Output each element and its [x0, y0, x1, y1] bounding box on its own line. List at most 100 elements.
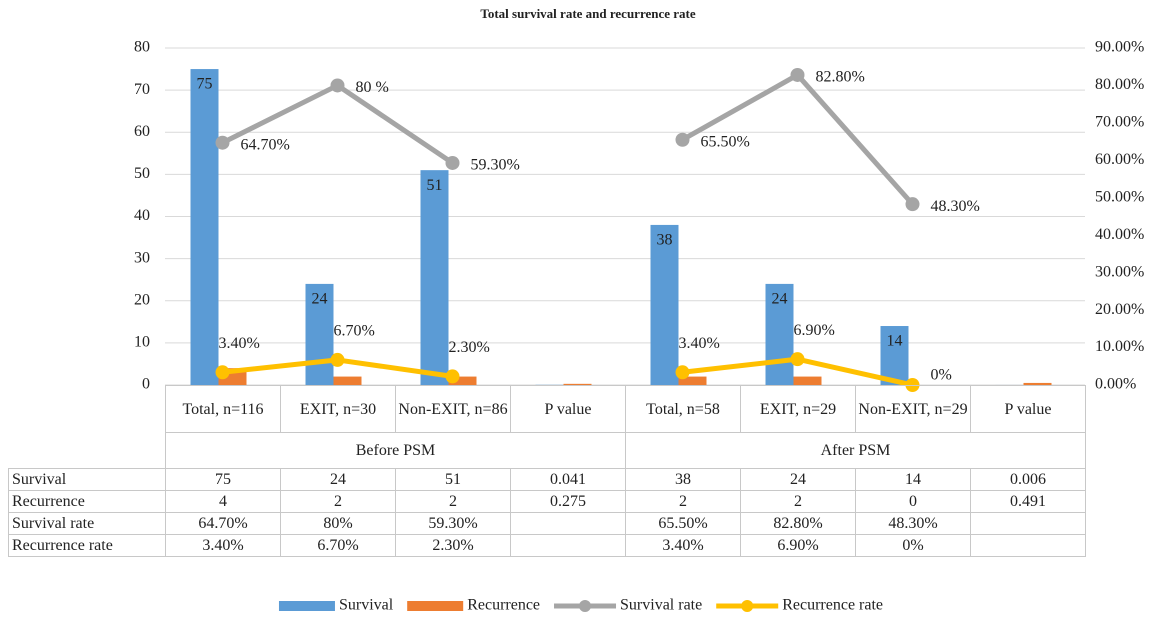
group-cell: After PSM [625, 432, 1086, 469]
point [215, 365, 230, 380]
y2-tick-label: 90.00% [1095, 39, 1144, 56]
y2-tick-label: 70.00% [1095, 114, 1144, 131]
category-cell: Non-EXIT, n=86 [395, 385, 511, 433]
bar [563, 383, 592, 385]
data-label: 80 % [356, 79, 389, 96]
point [215, 135, 230, 150]
data-label: 59.30% [471, 157, 520, 174]
category-cell: EXIT, n=30 [280, 385, 396, 433]
y2-tick-label: 60.00% [1095, 151, 1144, 168]
legend-label: Recurrence rate [782, 597, 883, 614]
header-row: Total, n=116 EXIT, n=30 Non-EXIT, n=86 P va… [9, 385, 1086, 433]
table-cell: 0% [855, 534, 971, 557]
y-tick-label: 10 [134, 334, 150, 351]
bar [448, 376, 477, 385]
table-cell: 2 [395, 490, 511, 513]
data-label: 65.50% [701, 133, 750, 150]
y-tick-label: 70 [134, 81, 150, 98]
point [445, 369, 460, 384]
point [330, 352, 345, 367]
bar [650, 224, 679, 385]
data-label: 82.80% [816, 69, 865, 86]
group-cell: Before PSM [165, 432, 626, 469]
table-row: Survival 75 24 51 0.041 38 24 14 0.006 [8, 468, 1086, 491]
line [221, 72, 915, 206]
y-tick-label: 60 [134, 123, 150, 140]
table-cell: 2 [740, 490, 856, 513]
y-tick-label: 0 [142, 376, 150, 393]
bar [333, 376, 362, 385]
category-cell: P value [510, 385, 626, 433]
bar [880, 326, 909, 385]
data-label: 6.90% [794, 322, 835, 339]
point [330, 78, 345, 93]
category-cell: Total, n=116 [165, 385, 281, 433]
point [445, 155, 460, 170]
table-cell: 6.70% [280, 534, 396, 557]
table-row: Recurrence rate 3.40% 6.70% 2.30% 3.40% 6.90%… [8, 534, 1086, 557]
data-label: 14 [887, 333, 903, 350]
table-cell: 2.30% [395, 534, 511, 557]
data-label: 24 [312, 291, 328, 308]
table-cell: 0.006 [970, 468, 1086, 491]
legend-label: Recurrence [467, 597, 540, 614]
data-label: 2.30% [449, 339, 490, 356]
data-label: 24 [772, 291, 788, 308]
bar [190, 69, 219, 385]
y2-tick-label: 50.00% [1095, 188, 1144, 205]
legend-swatch [579, 600, 592, 612]
table-cell [510, 534, 626, 557]
table-cell: 3.40% [625, 534, 741, 557]
table-cell: 2 [280, 490, 396, 513]
table-cell: 48.30% [855, 512, 971, 535]
bar [678, 376, 707, 385]
legend-swatch [741, 600, 754, 612]
point [790, 67, 805, 82]
point [675, 365, 690, 380]
table-cell: 14 [855, 468, 971, 491]
data-label: 64.70% [241, 136, 290, 153]
table-cell: 65.50% [625, 512, 741, 535]
table-cell: 3.40% [165, 534, 281, 557]
table-cell: 38 [625, 468, 741, 491]
table-cell: 24 [740, 468, 856, 491]
table-cell [970, 534, 1086, 557]
data-label: 3.40% [219, 335, 260, 352]
table-cell: 0 [855, 490, 971, 513]
point [905, 197, 920, 212]
legend-swatch [278, 601, 335, 611]
bar [765, 283, 794, 385]
category-cell: EXIT, n=29 [740, 385, 856, 433]
category-cell: Total, n=58 [625, 385, 741, 433]
y2-tick-label: 20.00% [1095, 301, 1144, 318]
legend-label: Survival [339, 597, 394, 614]
row-name: Recurrence rate [8, 534, 166, 557]
table-cell: 0.041 [510, 468, 626, 491]
category-cell: P value [970, 385, 1086, 433]
y2-tick-label: 40.00% [1095, 226, 1144, 243]
data-label: 51 [427, 177, 443, 194]
data-label: 38 [657, 232, 673, 249]
table-cell: 75 [165, 468, 281, 491]
y2-tick-label: 30.00% [1095, 263, 1144, 280]
table-cell: 4 [165, 490, 281, 513]
bar [1023, 382, 1052, 385]
blank [9, 433, 166, 469]
point [675, 132, 690, 147]
y2-tick-label: 0.00% [1095, 376, 1136, 393]
table-cell: 24 [280, 468, 396, 491]
data-label: 3.40% [679, 335, 720, 352]
table-cell: 82.80% [740, 512, 856, 535]
data-table: Total, n=116 EXIT, n=30 Non-EXIT, n=86 P va… [8, 385, 1086, 557]
y-tick-label: 20 [134, 291, 150, 308]
table-cell [510, 512, 626, 535]
bar [793, 376, 822, 385]
table-cell: 6.90% [740, 534, 856, 557]
category-cell: Non-EXIT, n=29 [855, 385, 971, 433]
legend-label: Survival rate [620, 597, 702, 614]
data-label: 48.30% [931, 198, 980, 215]
y2-tick-label: 10.00% [1095, 338, 1144, 355]
table-cell: 64.70% [165, 512, 281, 535]
row-name: Survival rate [8, 512, 166, 535]
y-tick-label: 30 [134, 249, 150, 266]
